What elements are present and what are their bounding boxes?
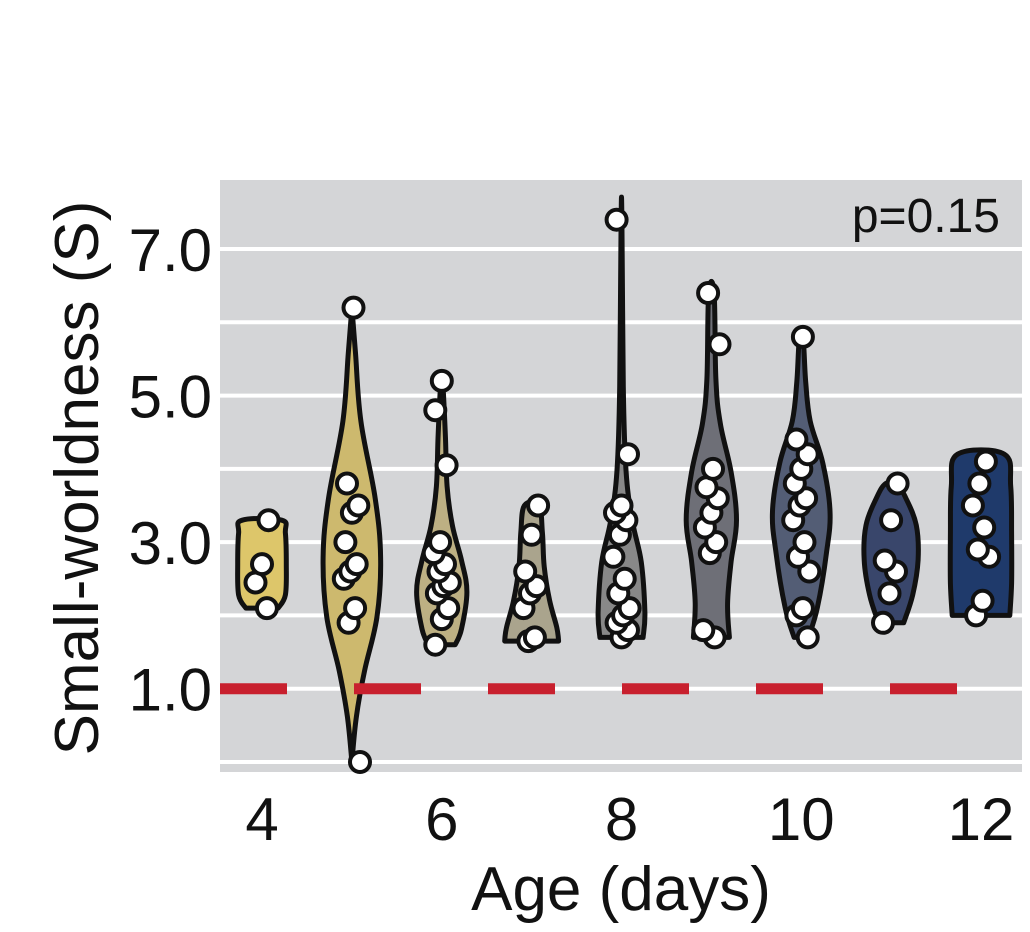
y-tick-label: 5.0 — [129, 364, 212, 431]
data-point-age-8 — [616, 442, 640, 467]
data-point-age-10 — [790, 324, 815, 349]
data-point-age-10 — [795, 625, 820, 650]
data-point-age-4 — [254, 596, 279, 621]
data-point-age-6 — [423, 632, 448, 657]
data-point-age-11 — [871, 610, 895, 635]
data-point-age-12 — [972, 515, 997, 540]
data-point-age-7 — [513, 559, 538, 584]
y-tick-labels: 1.0 3.0 5.0 7.0 — [129, 217, 212, 724]
data-point-age-9 — [691, 618, 716, 643]
x-tick-labels: 4 6 8 10 12 — [245, 786, 1014, 853]
data-point-age-12 — [960, 493, 985, 518]
x-tick-label: 4 — [245, 786, 278, 853]
data-points — [243, 207, 1002, 774]
x-tick-label: 6 — [425, 786, 458, 853]
data-point-age-5 — [346, 493, 371, 518]
data-point-age-4 — [250, 552, 274, 577]
y-tick-label: 3.0 — [129, 510, 212, 577]
data-point-age-9 — [701, 456, 725, 481]
data-point-age-6 — [434, 453, 459, 478]
data-point-age-5 — [333, 530, 358, 555]
data-point-age-9 — [707, 332, 732, 357]
data-point-age-4 — [256, 508, 281, 533]
x-tick-label: 10 — [768, 786, 835, 853]
data-point-age-5 — [335, 471, 359, 496]
data-point-age-5 — [341, 295, 366, 320]
data-point-age-5 — [344, 552, 369, 577]
data-point-age-12 — [970, 588, 995, 613]
data-point-age-12 — [967, 471, 992, 496]
data-point-age-10 — [790, 596, 815, 621]
data-point-age-8 — [601, 544, 626, 569]
data-point-age-5 — [348, 750, 372, 774]
p-value-annotation: p=0.15 — [852, 190, 1000, 243]
data-point-age-6 — [428, 530, 453, 555]
data-point-age-5 — [343, 596, 368, 621]
x-axis-label: Age (days) — [471, 855, 771, 924]
data-point-age-12 — [965, 537, 990, 562]
data-point-age-12 — [973, 449, 998, 474]
data-point-age-8 — [609, 493, 634, 518]
y-tick-label: 1.0 — [129, 657, 212, 724]
x-tick-label: 12 — [948, 786, 1015, 853]
x-tick-label: 8 — [605, 786, 638, 853]
data-point-age-7 — [519, 522, 544, 547]
y-axis-label: Small-worldness (S) — [43, 201, 112, 756]
data-point-age-8 — [604, 207, 629, 232]
data-point-age-6 — [429, 368, 454, 393]
data-point-age-11 — [877, 581, 902, 606]
data-point-age-7 — [526, 493, 551, 518]
data-point-age-11 — [872, 548, 897, 573]
data-point-age-11 — [879, 508, 904, 533]
data-point-age-6 — [423, 398, 448, 423]
data-point-age-9 — [696, 281, 721, 305]
data-point-age-8 — [612, 566, 637, 591]
y-tick-label: 7.0 — [129, 217, 212, 284]
data-point-age-10 — [784, 427, 809, 452]
data-point-age-7 — [522, 625, 547, 650]
data-point-age-11 — [885, 471, 910, 496]
data-point-age-10 — [792, 530, 817, 555]
